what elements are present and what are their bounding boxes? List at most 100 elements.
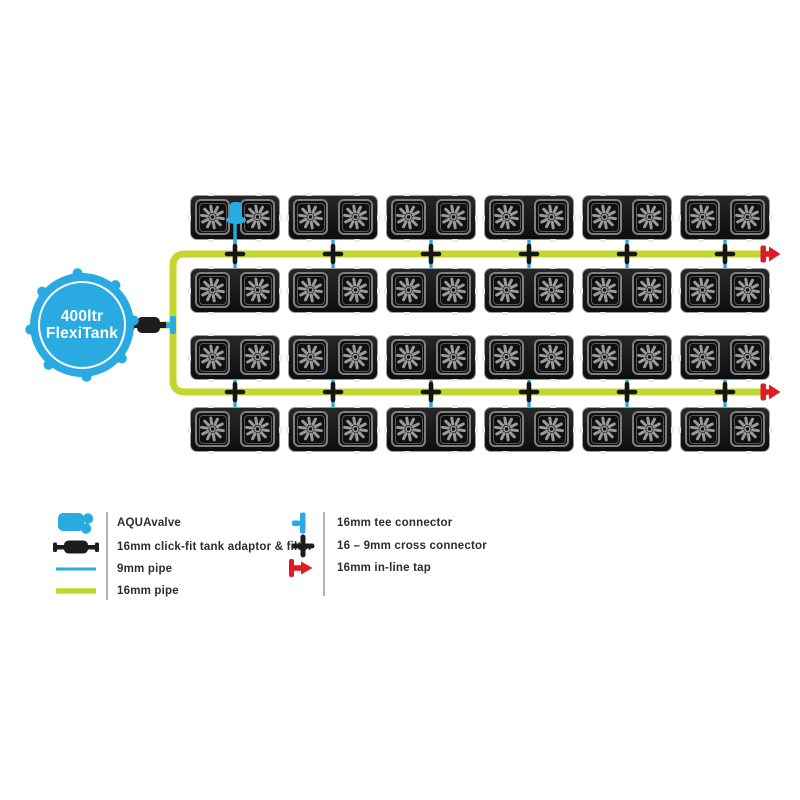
tank-name: FlexiTank bbox=[45, 325, 119, 342]
tray-tab bbox=[550, 451, 556, 454]
plant-icon bbox=[438, 413, 469, 445]
tray-tab bbox=[377, 215, 380, 221]
plant-icon bbox=[589, 341, 620, 373]
plant-icon bbox=[340, 274, 371, 306]
plant-icon bbox=[295, 341, 326, 373]
plant-icon bbox=[340, 413, 371, 445]
tray-tab bbox=[404, 266, 410, 269]
pot-rim bbox=[296, 342, 325, 372]
pot-rim bbox=[439, 342, 468, 372]
tray-tab bbox=[580, 215, 583, 221]
tray-tab bbox=[404, 451, 410, 454]
tray-tab bbox=[208, 193, 214, 196]
tray-tab bbox=[698, 239, 704, 242]
tray-tab bbox=[573, 427, 576, 433]
plant-icon bbox=[393, 413, 424, 445]
plant-icon bbox=[589, 413, 620, 445]
tray-tab bbox=[354, 239, 360, 242]
plant-icon bbox=[295, 201, 326, 233]
plant-icon bbox=[242, 274, 273, 306]
tee-connector-icon bbox=[292, 512, 306, 534]
plant-pot bbox=[293, 199, 328, 235]
pot-rim bbox=[733, 275, 762, 305]
plant-pot bbox=[436, 411, 471, 447]
pot-tray bbox=[286, 333, 380, 382]
tray-tab bbox=[306, 266, 312, 269]
tray-tab bbox=[279, 215, 282, 221]
plant-pot bbox=[489, 199, 524, 235]
tray-tab bbox=[600, 405, 606, 408]
tray-tab bbox=[377, 427, 380, 433]
plant-pot bbox=[195, 339, 230, 375]
tray-tab bbox=[671, 427, 674, 433]
plant-icon bbox=[732, 201, 763, 233]
tray-tab bbox=[550, 193, 556, 196]
tray-tab bbox=[698, 193, 704, 196]
tray-tab bbox=[354, 451, 360, 454]
plant-pot bbox=[730, 411, 765, 447]
plant-pot bbox=[195, 199, 230, 235]
pot-rim bbox=[635, 202, 664, 232]
pot-rim bbox=[590, 202, 619, 232]
pot-rim bbox=[733, 414, 762, 444]
plant-icon bbox=[438, 201, 469, 233]
plant-icon bbox=[634, 201, 665, 233]
plant-icon bbox=[732, 341, 763, 373]
tray-tab bbox=[286, 288, 289, 294]
plant-icon bbox=[491, 274, 522, 306]
plant-pot bbox=[293, 272, 328, 308]
tray-tab bbox=[279, 288, 282, 294]
plant-icon bbox=[242, 413, 273, 445]
tray-tab bbox=[746, 405, 752, 408]
pot-rim bbox=[439, 275, 468, 305]
plant-pot bbox=[632, 411, 667, 447]
plant-pot bbox=[338, 272, 373, 308]
pot-rim bbox=[394, 342, 423, 372]
tank-adaptor-icon bbox=[53, 540, 99, 554]
tray-tab bbox=[502, 379, 508, 382]
plant-pot bbox=[240, 272, 275, 308]
tray-tab bbox=[354, 266, 360, 269]
pot-rim bbox=[341, 414, 370, 444]
plant-icon bbox=[589, 274, 620, 306]
legend-label-tank-adaptor: 16mm click-fit tank adaptor & filter bbox=[117, 541, 313, 553]
tray-tab bbox=[580, 427, 583, 433]
tray-tab bbox=[452, 451, 458, 454]
pot-tray bbox=[482, 193, 576, 242]
plant-pot bbox=[391, 411, 426, 447]
plant-pot bbox=[195, 411, 230, 447]
tray-tab bbox=[600, 266, 606, 269]
plant-pot bbox=[293, 339, 328, 375]
tray-tab bbox=[678, 355, 681, 361]
tray-tab bbox=[600, 312, 606, 315]
tray-tab bbox=[746, 379, 752, 382]
plant-pot bbox=[534, 272, 569, 308]
tray-tab bbox=[746, 333, 752, 336]
plant-pot bbox=[632, 199, 667, 235]
tray-tab bbox=[600, 239, 606, 242]
plant-pot bbox=[730, 339, 765, 375]
tray-tab bbox=[306, 405, 312, 408]
plant-icon bbox=[438, 274, 469, 306]
tray-tab bbox=[286, 355, 289, 361]
plant-icon bbox=[393, 341, 424, 373]
pot-tray bbox=[482, 405, 576, 454]
pot-tray bbox=[188, 405, 282, 454]
pot-rim bbox=[492, 202, 521, 232]
plant-icon bbox=[536, 341, 567, 373]
aquavalve-body bbox=[230, 202, 242, 219]
pot-tray bbox=[482, 266, 576, 315]
plant-icon bbox=[589, 201, 620, 233]
pot-rim bbox=[341, 342, 370, 372]
16mm-pipe-icon bbox=[56, 588, 96, 594]
plant-pot bbox=[632, 339, 667, 375]
tray-tab bbox=[600, 451, 606, 454]
pot-rim bbox=[492, 414, 521, 444]
pot-rim bbox=[733, 342, 762, 372]
plant-icon bbox=[687, 413, 718, 445]
tray-tab bbox=[698, 266, 704, 269]
pot-rim bbox=[243, 275, 272, 305]
pot-rim bbox=[394, 202, 423, 232]
